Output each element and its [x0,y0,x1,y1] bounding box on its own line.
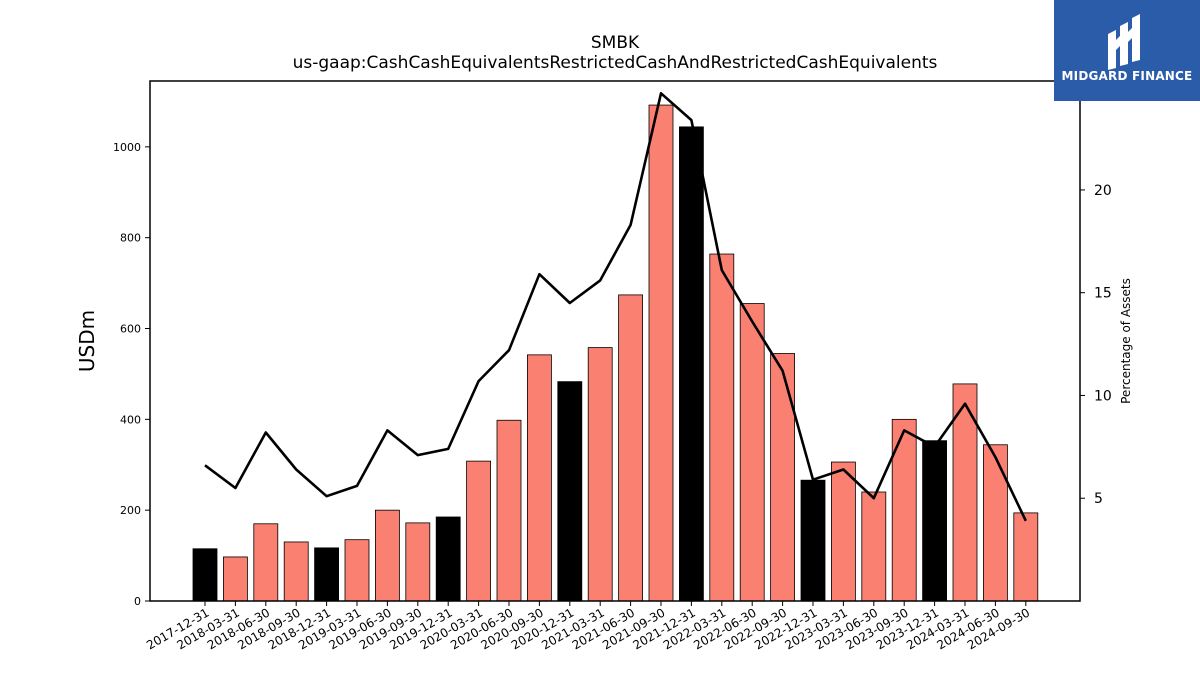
brand-logo: MIDGARD FINANCE [1054,0,1200,101]
y-tick-label: 600 [120,323,141,336]
y-tick-label: 200 [120,504,141,517]
bar-2018-12-31 [314,547,340,602]
y-axis-label-left: USDm [75,310,99,372]
bar-2018-03-31 [222,556,248,602]
bar-2018-06-30 [253,523,279,602]
y-axis-right: 510152025 [1080,80,1112,507]
bar-2020-06-30 [496,419,522,602]
bar-2020-12-31 [557,381,583,602]
x-axis: 2017-12-312018-03-312018-06-302018-09-30… [144,601,1032,652]
percentage-line [204,92,1027,522]
bar-2019-12-31 [435,516,461,602]
bar-2023-03-31 [831,461,856,602]
bar-2018-09-30 [283,541,309,602]
bar-2024-09-30 [1013,512,1039,602]
bar-2020-03-31 [466,460,492,602]
bar-2024-06-30 [983,444,1008,602]
y2-tick-label: 10 [1094,388,1112,404]
bar-2021-03-31 [587,347,613,602]
bar-2019-03-31 [344,539,370,602]
y2-tick-label: 15 [1094,286,1112,302]
bar-2021-09-30 [648,104,674,602]
bar-2023-12-31 [922,440,947,602]
line-series [204,92,1027,522]
y-axis-label-right: Percentage of Assets [1119,278,1133,404]
bar-2022-06-30 [739,303,765,602]
bar-2022-03-31 [709,253,735,602]
bar-2017-12-31 [192,548,218,602]
y2-tick-label: 20 [1094,183,1112,199]
y-tick-label: 800 [120,232,141,245]
y-axis-left: 0 200 400 600 800 1000 [113,141,150,608]
bar-2020-09-30 [527,354,552,602]
bar-2019-09-30 [405,522,431,602]
bar-2022-12-31 [800,479,826,602]
y-tick-label: 1000 [113,141,141,154]
y-tick-label: 0 [134,595,141,608]
y-tick-label: 400 [120,413,141,426]
midgard-m-icon [1054,0,1200,101]
plot-frame [149,80,1081,602]
brand-name: MIDGARD FINANCE [1061,69,1193,83]
bar-series [192,104,1039,602]
bar-2022-09-30 [770,353,795,602]
bar-2021-06-30 [618,294,643,602]
bar-2023-06-30 [861,491,887,602]
chart-title: SMBK [591,33,640,53]
bar-2019-06-30 [374,509,400,602]
y2-tick-label: 5 [1094,491,1103,507]
bar-2021-12-31 [679,126,704,602]
chart-subtitle: us-gaap:CashCashEquivalentsRestrictedCas… [293,53,938,73]
